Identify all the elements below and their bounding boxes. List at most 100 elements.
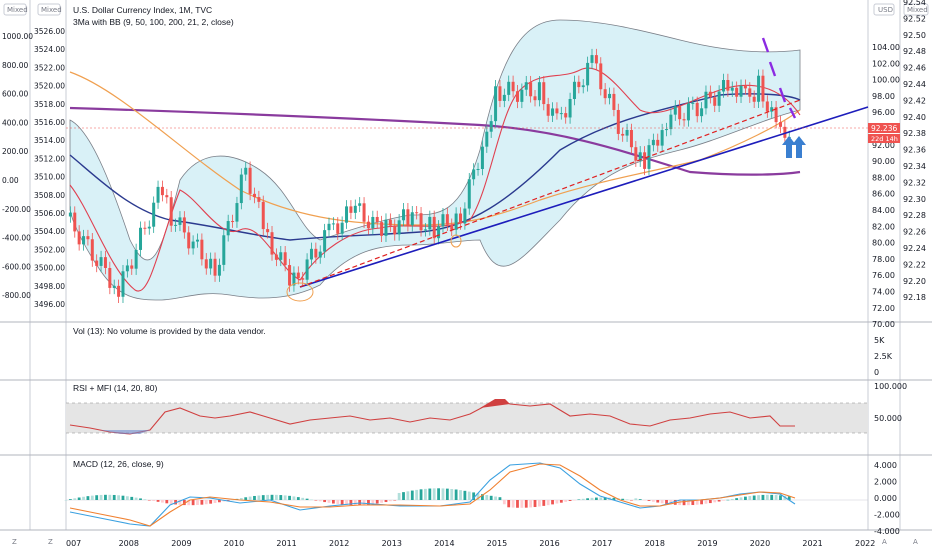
candle-body xyxy=(121,271,125,297)
chart-title: U.S. Dollar Currency Index, 1M, TVC xyxy=(73,5,212,15)
macd-bar xyxy=(625,499,629,500)
rsi-legend[interactable]: RSI + MFI (14, 20, 80) xyxy=(73,383,157,393)
macd-bar xyxy=(459,490,462,500)
candle-body xyxy=(327,223,331,231)
candle-body xyxy=(196,239,199,242)
volume-axis-tick: 5K xyxy=(874,336,885,345)
candle-body xyxy=(686,103,690,121)
macd-bar xyxy=(152,500,156,501)
macd-bar xyxy=(507,500,511,508)
candle-body xyxy=(665,129,669,131)
candle-body xyxy=(502,94,506,101)
candle-body xyxy=(117,285,121,297)
volume-axis[interactable]: 5K 2.5K 0 xyxy=(874,336,893,377)
candle-body xyxy=(305,259,309,280)
macd-bar xyxy=(248,496,252,500)
last-price: 92.236 xyxy=(871,124,897,133)
price-axis-2-tick: 92.50 xyxy=(903,31,926,40)
macd-bar xyxy=(143,499,147,500)
candle-body xyxy=(489,121,493,132)
volume-axis-tick: 0 xyxy=(874,368,879,377)
candle-body xyxy=(467,179,471,209)
macd-bar xyxy=(323,500,327,503)
macd-bar xyxy=(402,492,405,500)
price-axis-tick: 70.00 xyxy=(872,320,895,329)
candle-body xyxy=(353,205,357,213)
macd-bar xyxy=(279,495,283,500)
macd-bar xyxy=(178,500,182,505)
candle-body xyxy=(774,107,778,123)
macd-bar xyxy=(292,496,296,500)
auto-scale-button[interactable]: A xyxy=(882,538,887,546)
candle-body xyxy=(143,227,147,229)
macd-bar xyxy=(630,500,633,501)
macd-bar xyxy=(336,500,340,505)
macd-bar xyxy=(577,499,581,500)
candle-body xyxy=(730,87,734,91)
candle-body xyxy=(546,104,550,116)
candle-body xyxy=(682,119,686,121)
macd-bar xyxy=(590,497,594,500)
macd-bar xyxy=(375,500,379,504)
candle-body xyxy=(73,212,77,232)
candle-body xyxy=(669,114,673,130)
candle-body xyxy=(739,85,743,97)
time-axis-tick: 2008 xyxy=(119,539,139,548)
macd-bar xyxy=(191,500,195,506)
candle-body xyxy=(384,219,388,236)
candle-body xyxy=(735,87,739,97)
macd-bar xyxy=(538,500,541,507)
macd-bar xyxy=(551,500,554,505)
candle-body xyxy=(388,219,392,226)
candle-body xyxy=(375,216,379,223)
zoom-button-left-1[interactable]: Z xyxy=(12,538,17,546)
time-axis[interactable]: 007 2008 2009 2010 2011 2012 2013 2014 2015 2016 2… xyxy=(66,539,875,548)
macd-bar xyxy=(643,500,646,501)
macd-axis-tick: 0.000 xyxy=(874,494,897,503)
candle-body xyxy=(476,169,480,171)
price-axis-left[interactable]: 1000.00 800.00 600.00 400.00 200.00 0.00 -200.… xyxy=(2,32,33,300)
candle-body xyxy=(77,231,81,245)
candle-body xyxy=(520,89,524,102)
left-axis-tick: -200.00 xyxy=(2,205,31,214)
macd-bar xyxy=(757,495,760,500)
candle-body xyxy=(99,257,103,266)
price-axis-tick: 78.00 xyxy=(872,255,895,264)
macd-bar xyxy=(380,500,383,503)
last-price-badge xyxy=(868,123,900,133)
macd-bar xyxy=(68,499,72,500)
mode-badge-left-1[interactable]: Mixed xyxy=(7,6,28,14)
time-axis-tick: 2022 xyxy=(855,539,875,548)
candle-body xyxy=(423,229,427,231)
volume-legend[interactable]: Vol (13): No volume is provided by the d… xyxy=(73,326,266,336)
indicator-legend[interactable]: 3Ma with BB (9, 50, 100, 200, 21, 2, clo… xyxy=(73,17,234,27)
macd-bar xyxy=(187,500,191,506)
macd-axis[interactable]: 4.000 2.000 0.000 -2.000 -4.000 xyxy=(874,461,900,536)
macd-bar xyxy=(327,500,331,503)
candle-body xyxy=(288,265,292,286)
rsi-axis[interactable]: 100.000 50.000 xyxy=(874,382,907,423)
candle-body xyxy=(599,63,603,90)
macd-legend[interactable]: MACD (12, 26, close, 9) xyxy=(73,459,164,469)
mode-badge-left-2[interactable]: Mixed xyxy=(41,6,62,14)
price-axis-left-secondary[interactable]: 3526.00 3524.00 3522.00 3520.00 3518.00 3516.… xyxy=(34,27,65,309)
macd-bar xyxy=(231,499,234,501)
left-axis-2-tick: 3500.00 xyxy=(34,264,65,273)
macd-bar xyxy=(428,488,432,500)
price-axis-right-secondary[interactable]: 92.54 92.52 92.50 92.48 92.46 92.44 92.42 92.40… xyxy=(903,0,926,302)
candle-body xyxy=(542,82,546,105)
candle-body xyxy=(691,102,695,104)
auto-scale-button-2[interactable]: A xyxy=(913,538,918,546)
macd-bar xyxy=(559,500,563,503)
candle-body xyxy=(231,221,235,223)
macd-bar xyxy=(463,490,467,500)
time-axis-tick: 2010 xyxy=(224,539,244,548)
zoom-button-left-2[interactable]: Z xyxy=(48,538,53,546)
mode-badge-right[interactable]: Mixed xyxy=(907,6,928,14)
macd-bar xyxy=(441,488,445,500)
macd-bar xyxy=(445,488,449,500)
macd-bar xyxy=(261,495,265,500)
candle-body xyxy=(621,133,625,136)
currency-badge[interactable]: USD xyxy=(878,6,893,14)
